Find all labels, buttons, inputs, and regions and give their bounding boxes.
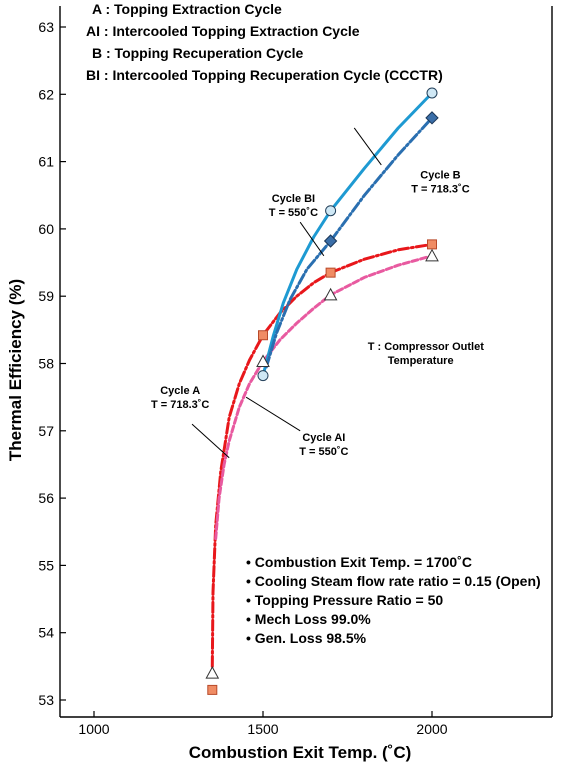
y-tick-label: 57 (38, 423, 54, 439)
data-point-cycle-bi (257, 370, 269, 382)
x-tick-label: 2000 (416, 721, 447, 737)
legend: A : Topping Extraction Cycle AI : Interco… (86, 1, 443, 83)
x-axis-label: Combustion Exit Temp. (˚C) (189, 743, 412, 762)
legend-entry: B : Topping Recuperation Cycle (92, 45, 304, 61)
data-point-cycle-b (323, 234, 338, 248)
condition-item: • Topping Pressure Ratio = 50 (246, 592, 443, 608)
condition-item: • Mech Loss 99.0% (246, 611, 371, 627)
data-point-cycle-a (258, 330, 268, 341)
series-line-cycle-b (264, 116, 434, 369)
annotation-label: Cycle AI (302, 432, 345, 444)
data-point-cycle-ai (256, 354, 270, 367)
y-axis-ticks: 53 54 55 56 57 58 59 60 61 62 63 (38, 19, 66, 708)
annotation-leader (191, 423, 230, 459)
y-tick-label: 54 (38, 625, 54, 641)
x-tick-label: 1500 (247, 721, 278, 737)
data-point-cycle-a (427, 239, 437, 250)
annotation-label: Cycle A (160, 385, 200, 397)
condition-item: • Combustion Exit Temp. = 1700˚C (246, 554, 472, 570)
axes-frame (59, 6, 553, 718)
legend-entry: A : Topping Extraction Cycle (92, 1, 282, 17)
annotation-label: T : Compressor Outlet (368, 341, 484, 353)
annotation-leader (245, 396, 301, 432)
data-point-cycle-a (325, 267, 336, 278)
annotation-label: T = 718.3˚C (151, 399, 209, 411)
y-tick-label: 63 (38, 19, 54, 35)
data-point-cycle-a (207, 684, 218, 695)
data-point-cycle-bi (325, 205, 337, 217)
annotation-label: Cycle B (420, 169, 460, 181)
y-axis-label: Thermal Efficiency (%) (6, 279, 25, 461)
data-point-cycle-ai (323, 287, 338, 301)
y-tick-label: 58 (38, 356, 54, 372)
y-tick-label: 61 (38, 154, 54, 170)
annotation-leader (353, 127, 382, 166)
annotation-label: T = 550˚C (269, 207, 318, 219)
annotation-label: Cycle BI (272, 193, 315, 205)
annotation-label: Temperature (388, 355, 454, 367)
series-line-cycle-ai (214, 254, 434, 540)
x-axis-ticks: 1000 1500 2000 (78, 711, 448, 737)
conditions-list: • Combustion Exit Temp. = 1700˚C • Coolin… (246, 554, 541, 646)
y-tick-label: 59 (38, 288, 54, 304)
legend-entry: BI : Intercooled Topping Recuperation Cy… (86, 67, 443, 83)
legend-entry: AI : Intercooled Topping Extraction Cycl… (86, 23, 360, 39)
y-tick-label: 53 (38, 692, 54, 708)
series-markers (205, 87, 439, 695)
annotation-label: T = 550˚C (299, 446, 348, 458)
annotation-leader (299, 221, 325, 257)
y-tick-label: 56 (38, 490, 54, 506)
condition-item: • Gen. Loss 98.5% (246, 630, 367, 646)
condition-item: • Cooling Steam flow rate ratio = 0.15 (… (246, 573, 541, 589)
data-point-cycle-ai (425, 248, 439, 262)
y-tick-label: 55 (38, 557, 54, 573)
series-line-cycle-bi (261, 91, 434, 378)
y-tick-label: 62 (38, 86, 54, 102)
data-point-cycle-ai (205, 666, 220, 679)
data-point-cycle-b (425, 111, 439, 125)
data-point-cycle-bi (426, 87, 438, 99)
y-tick-label: 60 (38, 221, 54, 237)
x-tick-label: 1000 (78, 721, 109, 737)
annotations: Cycle BI T = 550˚C Cycle B T = 718.3˚C Cycle… (151, 127, 484, 459)
annotation-label: T = 718.3˚C (411, 183, 469, 195)
